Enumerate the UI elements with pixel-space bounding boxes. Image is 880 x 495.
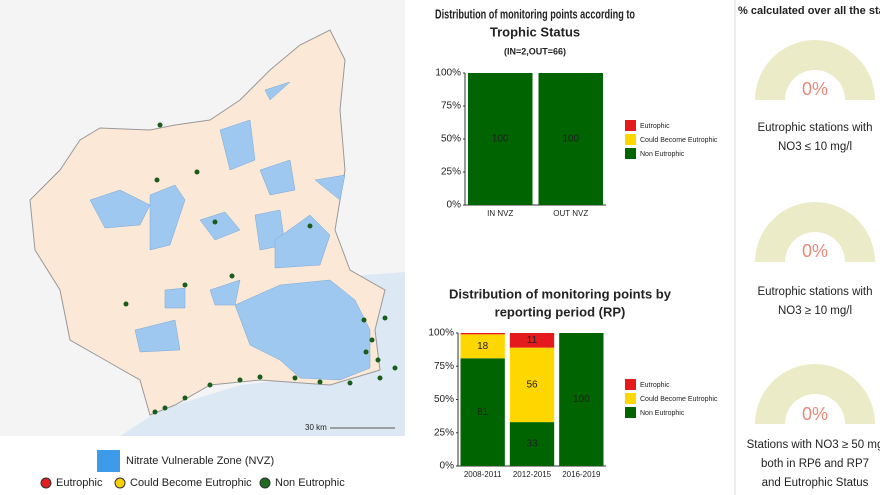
data-label: 100	[562, 134, 579, 145]
data-label: 11	[527, 335, 538, 346]
gauge-caption: NO3 ≤ 10 mg/l	[778, 141, 852, 153]
legend-label: Eutrophic	[640, 382, 670, 389]
y-tick-label: 100%	[435, 68, 461, 79]
x-tick-label: IN NVZ	[487, 209, 513, 218]
data-label: 100	[573, 394, 590, 405]
gauge-track	[755, 40, 875, 100]
bar-segment	[468, 73, 533, 205]
legend-label: Could Become Eutrophic	[130, 477, 252, 489]
chart-title: Distribution of monitoring points accord…	[435, 6, 635, 21]
legend-marker	[114, 477, 126, 489]
bar-segment	[460, 333, 505, 335]
gauge-caption: and Eutrophic Status	[762, 477, 869, 489]
gauge-header: % calculated over all the stations	[738, 5, 880, 17]
legend-swatch	[97, 450, 120, 472]
legend-label: Nitrate Vulnerable Zone (NVZ)	[126, 455, 274, 467]
nvz-zones	[89, 81, 371, 381]
bar-segment	[559, 333, 604, 466]
x-tick-label: 2016-2019	[562, 470, 601, 479]
scale-label: 30 km	[305, 423, 327, 432]
legend-label: Eutrophic	[56, 477, 103, 489]
gauge-value-label: 0%	[802, 79, 828, 99]
bar-segment	[509, 422, 555, 466]
y-tick-label: 25%	[434, 427, 454, 438]
legend-swatch	[625, 148, 636, 159]
legend-label: Non Eutrophic	[275, 477, 345, 489]
data-label: 100	[492, 134, 509, 145]
y-tick-label: 75%	[434, 361, 454, 372]
station-points	[123, 122, 398, 415]
data-label: 18	[477, 341, 489, 352]
y-tick-label: 75%	[441, 101, 461, 112]
legend-swatch	[625, 120, 636, 131]
gauge-caption: Eutrophic stations with	[757, 122, 872, 134]
map: 30 km	[0, 0, 405, 436]
y-tick-label: 25%	[441, 167, 461, 178]
legend-label: Could Become Eutrophic	[640, 396, 718, 403]
bar-segment	[460, 358, 505, 466]
bar-segment	[509, 347, 555, 423]
bar-segment	[538, 73, 603, 205]
legend-label: Non Eutrophic	[640, 410, 685, 417]
gauge-track	[755, 364, 875, 424]
data-label: 33	[526, 439, 538, 450]
legend-swatch	[625, 393, 636, 404]
x-tick-label: OUT NVZ	[553, 209, 588, 218]
y-tick-label: 50%	[441, 134, 461, 145]
legend-label: Could Become Eutrophic	[640, 137, 718, 144]
legend-swatch	[625, 407, 636, 418]
chart-subtitle: (IN=2,OUT=66)	[504, 46, 566, 56]
chart-title: Distribution of monitoring points by	[449, 286, 672, 301]
legend-marker	[40, 477, 52, 489]
chart-title: reporting period (RP)	[495, 304, 626, 319]
legend-marker	[259, 477, 271, 489]
bar-segment	[509, 333, 555, 348]
legend-label: Non Eutrophic	[640, 151, 685, 158]
gauge-caption: Stations with NO3 ≥ 50 mg	[747, 439, 880, 451]
legend-swatch	[625, 379, 636, 390]
y-tick-label: 50%	[434, 394, 454, 405]
bar-segment	[460, 334, 505, 359]
gauge-caption: NO3 ≥ 10 mg/l	[778, 305, 852, 317]
data-label: 81	[477, 407, 489, 418]
gauge-caption: Eutrophic stations with	[757, 286, 872, 298]
chart-title: Trophic Status	[490, 24, 580, 39]
legend-label: Eutrophic	[640, 123, 670, 130]
y-tick-label: 0%	[440, 461, 455, 472]
gauge-caption: both in RP6 and RP7	[761, 458, 869, 470]
x-tick-label: 2012-2015	[513, 470, 552, 479]
y-tick-label: 100%	[428, 328, 454, 339]
data-label: 56	[526, 380, 538, 391]
legend-swatch	[625, 134, 636, 145]
gauge-value-label: 0%	[802, 241, 828, 261]
y-tick-label: 0%	[447, 200, 462, 211]
x-tick-label: 2008-2011	[464, 470, 502, 479]
gauge-value-label: 0%	[802, 404, 828, 424]
gauge-track	[755, 202, 875, 262]
